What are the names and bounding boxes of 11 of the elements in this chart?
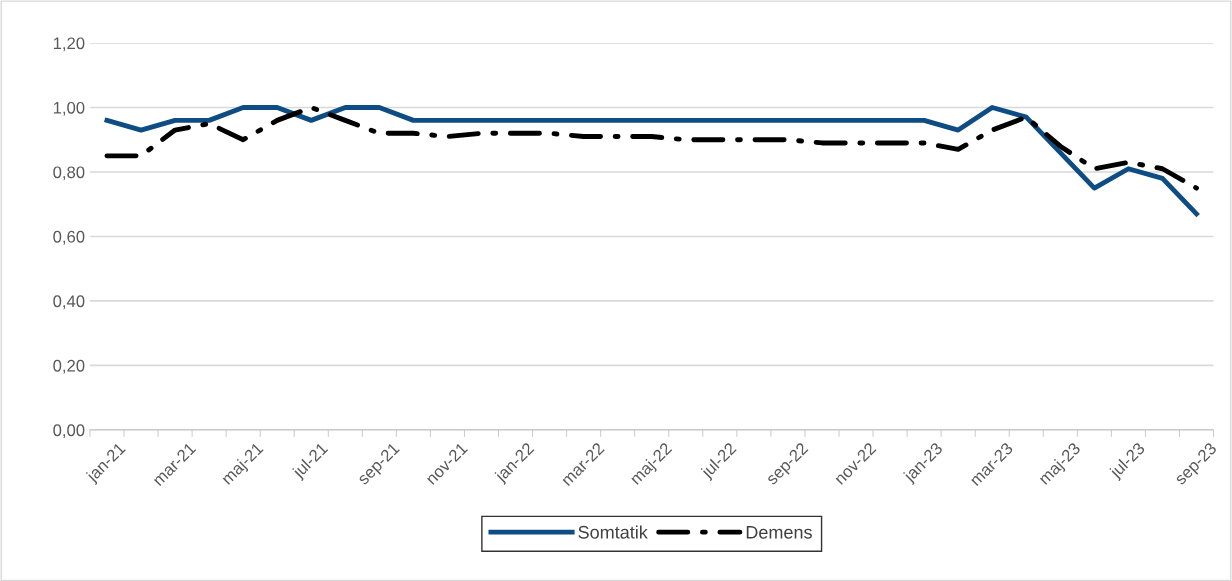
- y-tick-label: 0,20: [53, 359, 85, 374]
- line-series: [104, 105, 1199, 191]
- y-tick-label: 1,00: [53, 101, 85, 116]
- y-tick-label: 0,60: [53, 230, 85, 245]
- legend-label: Demens: [746, 526, 812, 539]
- y-tick-label: 0,40: [53, 295, 85, 310]
- line-series: [104, 105, 1199, 217]
- y-tick-label: 0,80: [53, 166, 85, 181]
- y-tick-label: 1,20: [53, 37, 85, 52]
- legend-label: Somtatik: [578, 525, 648, 539]
- y-tick-label: 0,00: [53, 424, 85, 439]
